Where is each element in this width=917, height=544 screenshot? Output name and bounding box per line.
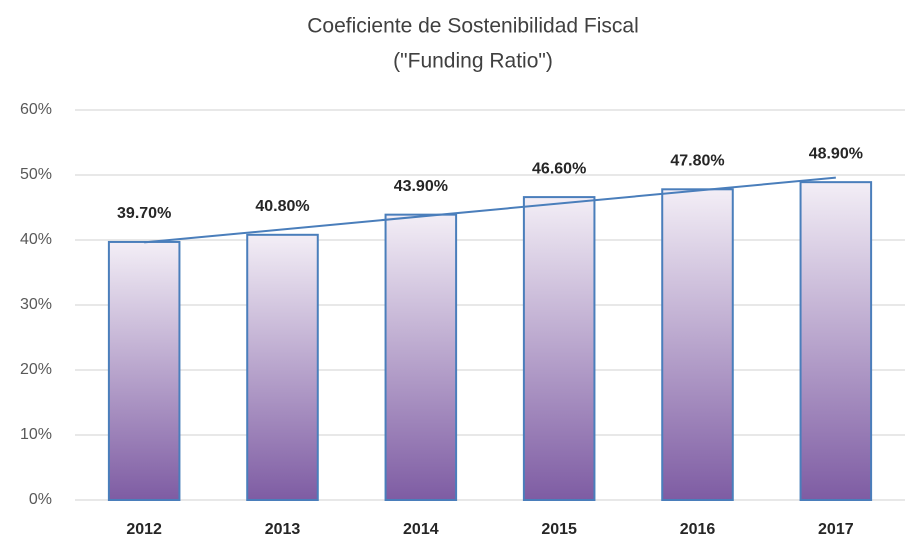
y-tick-label: 20% <box>20 361 52 378</box>
y-tick-label: 30% <box>20 296 52 313</box>
y-tick-label: 50% <box>20 166 52 183</box>
y-tick-label: 40% <box>20 231 52 248</box>
x-tick-label: 2017 <box>818 521 854 538</box>
x-tick-label: 2015 <box>541 521 577 538</box>
chart-subtitle: ("Funding Ratio") <box>393 50 553 73</box>
data-label: 43.90% <box>394 178 448 195</box>
bar <box>384 213 458 501</box>
y-tick-label: 10% <box>20 426 52 443</box>
data-label: 47.80% <box>670 153 724 170</box>
x-tick-label: 2014 <box>403 521 439 538</box>
x-tick-label: 2012 <box>126 521 162 538</box>
bar <box>246 233 319 502</box>
bar <box>799 181 873 501</box>
bar <box>661 188 734 502</box>
data-label: 48.90% <box>809 145 863 162</box>
data-label: 39.70% <box>117 205 171 222</box>
data-label: 46.60% <box>532 160 586 177</box>
x-tick-label: 2013 <box>265 521 301 538</box>
chart-title: Coeficiente de Sostenibilidad Fiscal <box>307 15 639 38</box>
y-tick-label: 0% <box>29 491 52 508</box>
bar <box>107 240 181 501</box>
y-tick-label: 60% <box>20 101 52 118</box>
trendline <box>144 176 836 244</box>
x-tick-label: 2016 <box>680 521 716 538</box>
data-label: 40.80% <box>255 198 309 215</box>
bar <box>522 196 596 501</box>
